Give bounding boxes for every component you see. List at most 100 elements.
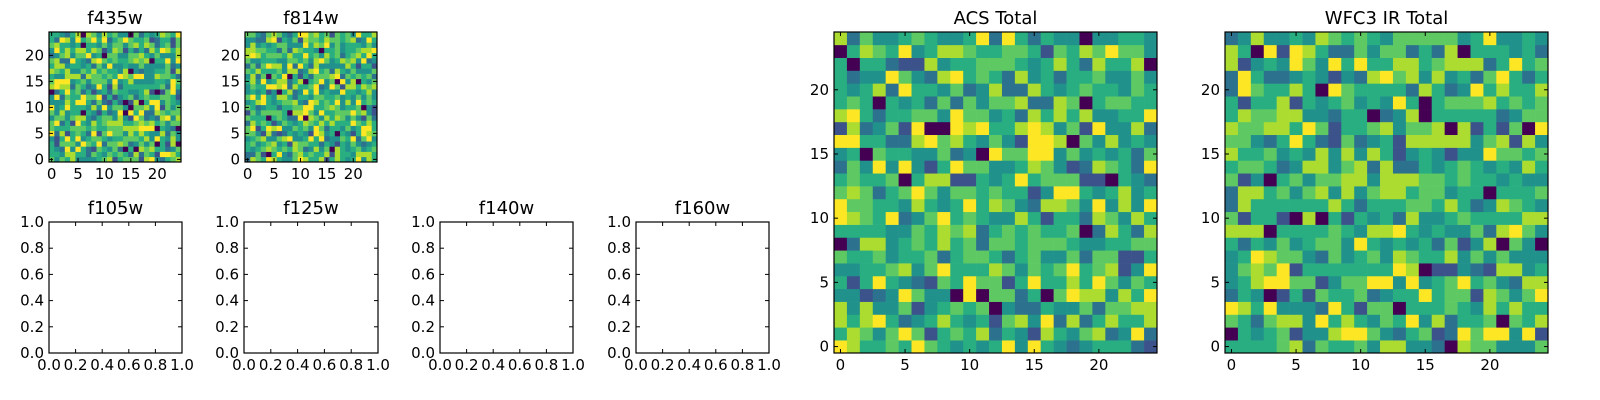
heatmap-cell <box>1250 32 1265 46</box>
heatmap-cell <box>1509 250 1523 264</box>
heatmap-cell <box>276 32 283 38</box>
heatmap-cell <box>340 104 346 111</box>
heatmap-cell <box>1276 109 1290 123</box>
heatmap-cell <box>1001 70 1016 84</box>
heatmap-cell <box>340 115 346 121</box>
heatmap-cell <box>324 120 330 126</box>
heatmap-cell <box>1302 134 1316 148</box>
heatmap-cell <box>1392 57 1407 71</box>
heatmap-cell <box>313 141 320 147</box>
heatmap-cell <box>1014 301 1029 315</box>
heatmap-cell <box>1392 173 1407 187</box>
heatmap-cell <box>1053 186 1067 200</box>
heatmap-cell <box>963 263 977 277</box>
heatmap-cell <box>1289 288 1303 302</box>
heatmap-cell <box>1027 263 1042 277</box>
heatmap-cell <box>1341 70 1355 84</box>
heatmap-cell <box>324 136 330 142</box>
heatmap-cell <box>1496 83 1510 97</box>
heatmap-cell <box>1535 198 1549 213</box>
heatmap-cell <box>1237 198 1252 213</box>
heatmap-cell <box>1470 288 1484 302</box>
heatmap-cell <box>91 42 97 48</box>
heatmap-cell <box>70 37 76 43</box>
y-tick-label: 5 <box>34 124 44 142</box>
heatmap-cell <box>128 58 134 64</box>
heatmap-cell <box>149 32 155 38</box>
heatmap-cell <box>361 52 367 59</box>
heatmap-cell <box>313 125 320 132</box>
heatmap-cell <box>175 63 182 69</box>
heatmap-cell <box>1457 57 1471 71</box>
heatmap-cell <box>250 78 256 85</box>
heatmap-cell <box>144 130 150 137</box>
heatmap-cell <box>1509 173 1523 187</box>
y-tick-label: 10 <box>25 98 44 116</box>
heatmap-cell <box>138 104 145 111</box>
heatmap-cell <box>165 104 171 111</box>
heatmap-cell <box>1535 121 1549 136</box>
heatmap-cell <box>924 186 938 200</box>
heatmap-cell <box>911 327 925 341</box>
heatmap-cell <box>1392 250 1407 264</box>
heatmap-cell <box>1144 44 1158 58</box>
heatmap-cell <box>117 104 124 111</box>
heatmap-cell <box>250 110 256 116</box>
heatmap-cell <box>159 125 166 132</box>
heatmap-cell <box>318 120 325 126</box>
heatmap-cell <box>1470 211 1484 225</box>
heatmap-cell <box>54 94 60 100</box>
heatmap-cell <box>1509 121 1523 136</box>
heatmap-cell <box>54 37 60 43</box>
heatmap-cell <box>329 47 336 54</box>
heatmap-cell <box>846 314 861 328</box>
heatmap-cell <box>266 52 272 59</box>
heatmap-cell <box>1014 70 1029 84</box>
heatmap-cell <box>59 52 66 59</box>
heatmap-cell <box>276 63 283 69</box>
heatmap-cell <box>101 47 108 54</box>
heatmap-cell <box>1053 250 1067 264</box>
heatmap-cell <box>350 136 357 142</box>
heatmap-cell <box>1405 198 1420 213</box>
heatmap-cell <box>159 84 166 90</box>
heatmap-cell <box>1001 250 1016 264</box>
heatmap-cell <box>1496 275 1510 290</box>
heatmap-cell <box>170 130 177 137</box>
heatmap-cell <box>1014 250 1029 264</box>
heatmap-cell <box>898 327 912 341</box>
heatmap-cell <box>350 99 357 106</box>
heatmap-cell <box>1522 327 1536 341</box>
heatmap-cell <box>1014 275 1029 290</box>
heatmap-cell <box>1040 211 1054 225</box>
heatmap-cell <box>1470 340 1484 354</box>
heatmap-cell <box>260 58 267 64</box>
heatmap-cell <box>329 78 336 85</box>
heatmap-cell <box>1040 186 1054 200</box>
heatmap-cell <box>345 47 351 54</box>
heatmap-cell <box>297 94 304 100</box>
heatmap-cell <box>1250 224 1265 238</box>
heatmap-cell <box>1444 250 1458 264</box>
heatmap-cell <box>59 89 66 95</box>
heatmap-cell <box>260 110 267 116</box>
x-tick-label: 0.8 <box>534 356 558 374</box>
heatmap-cell <box>1053 134 1067 148</box>
heatmap-cell <box>297 58 304 64</box>
heatmap-cell <box>976 224 990 238</box>
heatmap-cell <box>107 99 113 106</box>
heatmap-cell <box>1302 211 1316 225</box>
heatmap-cell <box>154 47 161 54</box>
heatmap-cell <box>937 288 951 302</box>
heatmap-cell <box>1509 83 1523 97</box>
heatmap-cell <box>117 89 124 95</box>
heatmap-cell <box>1457 263 1471 277</box>
heatmap-cell <box>266 146 272 152</box>
heatmap-cell <box>91 52 97 59</box>
heatmap-cell <box>128 146 134 152</box>
heatmap-cell <box>122 84 129 90</box>
heatmap-cell <box>318 52 325 59</box>
heatmap-cell <box>859 237 874 251</box>
heatmap-cell <box>96 89 103 95</box>
